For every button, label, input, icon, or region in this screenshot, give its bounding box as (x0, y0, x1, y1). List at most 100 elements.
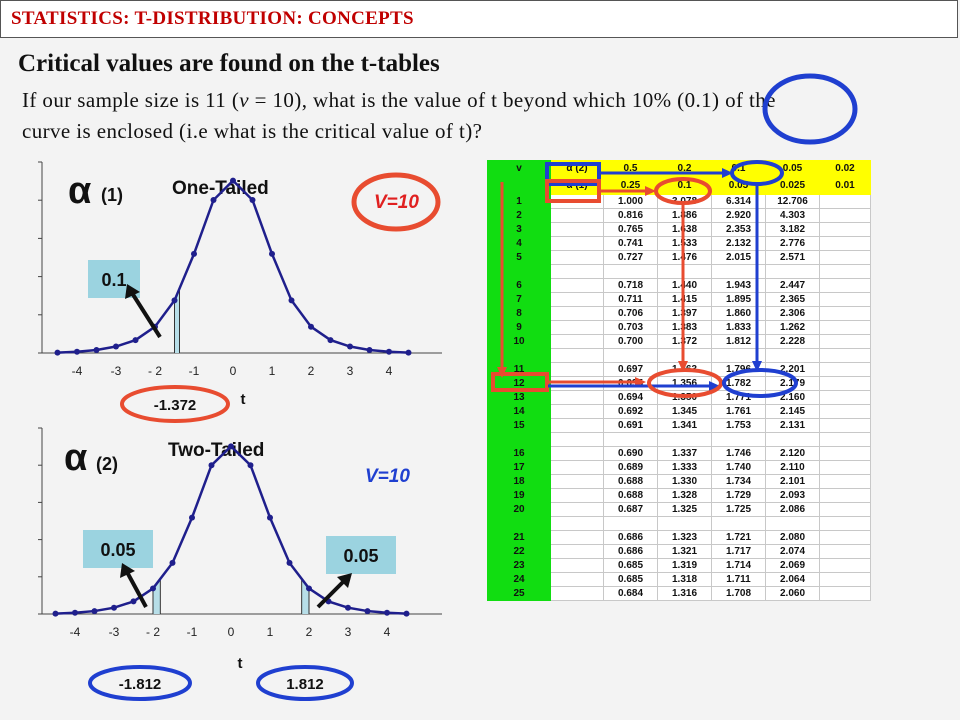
blank-cell (819, 488, 871, 503)
blank-cell (550, 516, 604, 531)
chart2-xlabel: t (238, 655, 243, 672)
df-cell: 12 (487, 376, 551, 391)
table-row (487, 432, 871, 447)
value-cell: 1.415 (657, 292, 712, 307)
blank-cell (550, 250, 604, 265)
table-row: 6 0.718 1.440 1.943 2.447 (487, 278, 871, 293)
value-cell: 1.753 (711, 418, 766, 433)
value-cell: 0.718 (603, 278, 658, 293)
value-cell: 0.700 (603, 334, 658, 349)
slide-header: STATISTICS: T-DISTRIBUTION: CONCEPTS (0, 0, 958, 38)
table-row: 9 0.703 1.383 1.833 1.262 (487, 320, 871, 335)
df-cell (487, 264, 551, 279)
alpha1-value: 0.01 (819, 177, 871, 195)
df-cell: 10 (487, 334, 551, 349)
blank-cell (550, 390, 604, 405)
value-cell (711, 348, 766, 363)
chart1-shaded-tail (174, 288, 180, 353)
chart1-v-oval (351, 172, 441, 232)
blank-cell (819, 264, 871, 279)
table-row: 2 0.816 1.886 2.920 4.303 (487, 208, 871, 223)
table-row (487, 264, 871, 279)
blank-cell (819, 544, 871, 559)
blank-cell (819, 446, 871, 461)
chart1-tick-label: -1 (189, 364, 200, 378)
value-cell: 2.179 (765, 376, 820, 391)
value-cell: 1.796 (711, 362, 766, 377)
df-cell: 15 (487, 418, 551, 433)
value-cell: 2.132 (711, 236, 766, 251)
chart1-title: One-Tailed (172, 178, 269, 199)
value-cell: 2.201 (765, 362, 820, 377)
alpha2-value: 0.2 (657, 160, 712, 178)
df-cell: 25 (487, 586, 551, 601)
blank-cell (550, 460, 604, 475)
chart2-point (189, 514, 195, 521)
table-row: 22 0.686 1.321 1.717 2.074 (487, 544, 871, 559)
chart1-point (347, 343, 353, 350)
chart2-tick-label: 3 (345, 625, 352, 639)
value-cell: 0.816 (603, 208, 658, 223)
value-cell (765, 348, 820, 363)
blank-cell (819, 306, 871, 321)
value-cell: 0.688 (603, 488, 658, 503)
value-cell: 1.337 (657, 446, 712, 461)
chart1-tick-label: 4 (386, 364, 393, 378)
chart1-tail-value: 0.1 (101, 270, 126, 290)
value-cell: 2.228 (765, 334, 820, 349)
df-cell: 19 (487, 488, 551, 503)
chart2-right-arrow (316, 579, 346, 609)
value-cell: 1.729 (711, 488, 766, 503)
value-cell: 2.131 (765, 418, 820, 433)
table-row: 20 0.687 1.325 1.725 2.086 (487, 502, 871, 517)
df-cell: 4 (487, 236, 551, 251)
table-row (487, 348, 871, 363)
chart2-point (150, 585, 156, 592)
chart2-left-tail-box (83, 530, 153, 568)
chart1-point (113, 343, 119, 350)
blank-cell (550, 348, 604, 363)
value-cell (711, 432, 766, 447)
value-cell: 2.110 (765, 460, 820, 475)
chart1-plot: -4 -3 - 2 -1 0 1 2 3 4 t (38, 161, 442, 408)
table-row: 7 0.711 1.415 1.895 2.365 (487, 292, 871, 307)
blank-cell (819, 250, 871, 265)
value-cell: 1.319 (657, 558, 712, 573)
chart2-left-arrow-head (120, 563, 135, 578)
value-cell: 2.920 (711, 208, 766, 223)
df-cell: 8 (487, 306, 551, 321)
df-cell: 20 (487, 502, 551, 517)
blank-cell (819, 194, 871, 209)
value-cell (711, 264, 766, 279)
chart1-alpha-label: (1) (101, 185, 123, 205)
value-cell: 2.306 (765, 306, 820, 321)
alpha1-value: 0.05 (711, 177, 766, 195)
value-cell: 2.160 (765, 390, 820, 405)
value-cell: 2.120 (765, 446, 820, 461)
heading: Critical values are found on the t-table… (18, 50, 440, 77)
chart2-tick-label: 0 (228, 625, 235, 639)
blank-cell (819, 432, 871, 447)
chart1-critical-label: -1.372 (154, 397, 197, 414)
df-cell: 14 (487, 404, 551, 419)
blank-cell (550, 292, 604, 307)
chart1-point (191, 250, 197, 257)
value-cell: 1.321 (657, 544, 712, 559)
value-cell: 1.356 (657, 376, 712, 391)
value-cell: 4.303 (765, 208, 820, 223)
value-cell: 2.571 (765, 250, 820, 265)
table-row: 21 0.686 1.323 1.721 2.080 (487, 530, 871, 545)
value-cell: 0.703 (603, 320, 658, 335)
value-cell: 1.383 (657, 320, 712, 335)
blank-cell (819, 586, 871, 601)
value-cell: 12.706 (765, 194, 820, 209)
value-cell: 1.761 (711, 404, 766, 419)
df-cell: 5 (487, 250, 551, 265)
blank-cell (550, 236, 604, 251)
alpha2-value: 0.1 (711, 160, 766, 178)
table-row: 10 0.700 1.372 1.812 2.228 (487, 334, 871, 349)
value-cell: 3.078 (657, 194, 712, 209)
chart1-point (230, 177, 236, 184)
chart1-point (54, 349, 61, 356)
